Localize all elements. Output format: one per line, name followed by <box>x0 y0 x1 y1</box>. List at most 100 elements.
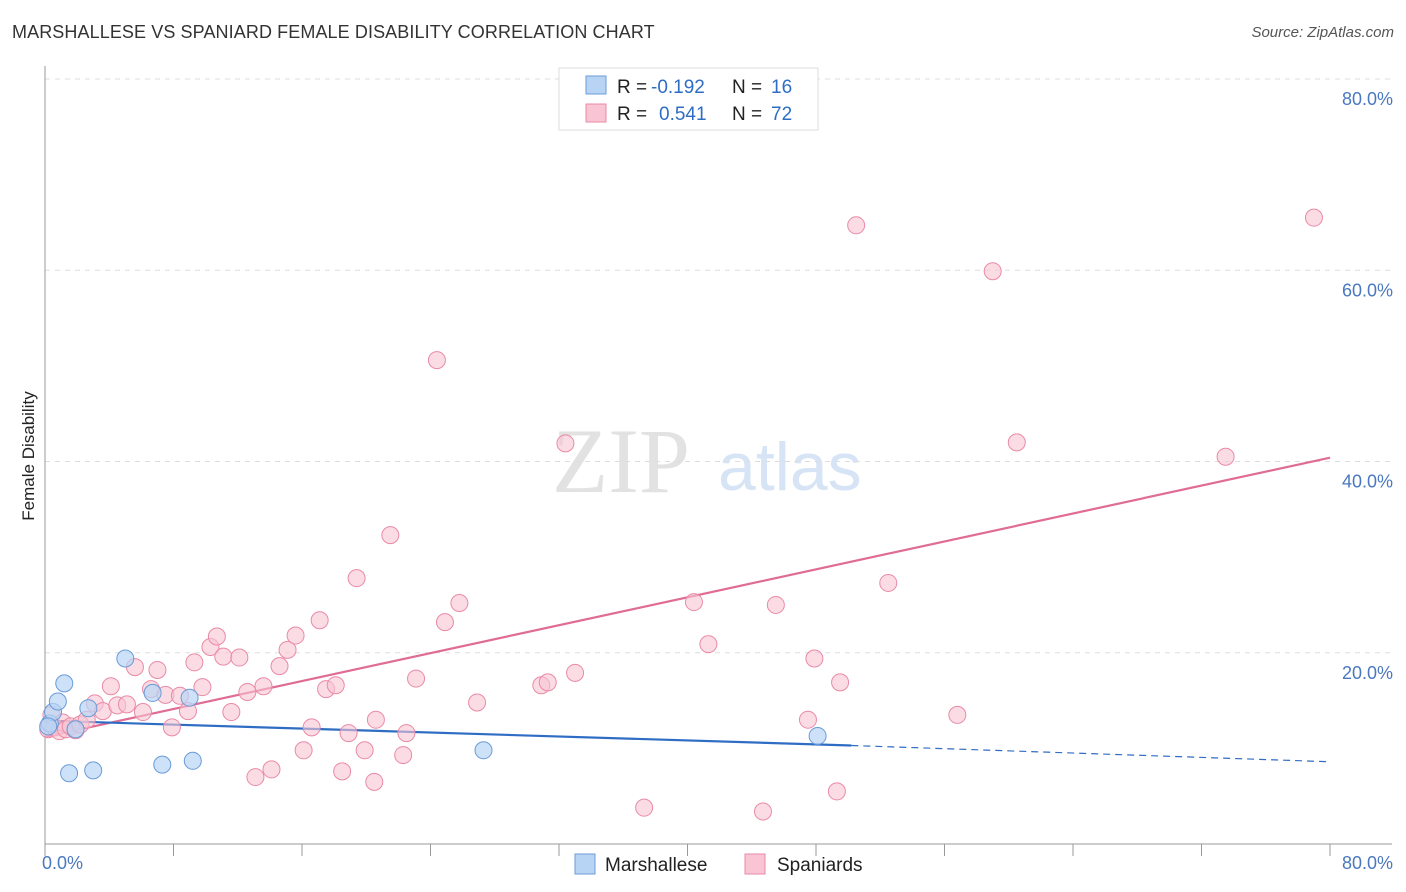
spaniards-point <box>355 741 374 760</box>
spaniards-point <box>766 595 785 614</box>
legend-r-label-marshallese: R = <box>617 77 647 98</box>
y-axis-title: Female Disability <box>19 391 38 521</box>
marshallese-point <box>79 699 98 718</box>
spaniards-point <box>278 640 297 659</box>
legend-n-value-marshallese: 16 <box>771 77 792 98</box>
spaniards-point <box>101 677 120 696</box>
spaniards-point <box>699 635 718 654</box>
spaniards-point <box>435 613 454 632</box>
spaniards-point <box>847 216 866 235</box>
spaniards-point <box>381 526 400 545</box>
spaniards-point <box>339 724 358 743</box>
spaniards-point <box>230 648 249 667</box>
marshallese-point <box>60 764 79 783</box>
marshallese-trend-line-extension <box>851 744 1331 763</box>
spaniards-point <box>450 594 469 613</box>
spaniards-point <box>148 660 167 679</box>
y-tick-label-20: 20.0% <box>1342 663 1393 683</box>
legend-n-label-marshallese: N = <box>732 77 762 98</box>
marshallese-point <box>474 741 493 760</box>
spaniards-point <box>193 678 212 697</box>
spaniards-point <box>366 710 385 729</box>
marshallese-point <box>808 726 827 745</box>
marshallese-point <box>183 751 202 770</box>
spaniards-point <box>1216 447 1235 466</box>
legend-r-value-spaniards: 0.541 <box>659 104 707 125</box>
marshallese-point <box>84 761 103 780</box>
spaniards-point <box>214 647 233 666</box>
spaniards-point <box>286 626 305 645</box>
spaniards-point <box>556 434 575 453</box>
y-tick-labels: 20.0% 40.0% 60.0% 80.0% <box>1342 89 1393 683</box>
marshallese-point <box>116 649 135 668</box>
spaniards-point <box>798 710 817 729</box>
marshallese-point <box>55 674 74 693</box>
legend-r-value-marshallese: -0.192 <box>651 77 705 98</box>
marshallese-points <box>39 649 827 783</box>
bottom-legend-label-marshallese: Marshallese <box>605 855 707 876</box>
spaniards-point <box>566 663 585 682</box>
spaniards-point <box>222 703 241 722</box>
marshallese-point <box>66 720 85 739</box>
bottom-legend-swatch-marshallese <box>574 853 596 875</box>
chart-title: MARSHALLESE VS SPANIARD FEMALE DISABILIT… <box>12 22 655 42</box>
spaniards-point <box>133 703 152 722</box>
y-tick-label-40: 40.0% <box>1342 472 1393 492</box>
spaniards-point <box>1304 208 1323 227</box>
spaniards-point <box>262 760 281 779</box>
spaniards-point <box>831 673 850 692</box>
marshallese-point <box>153 755 172 774</box>
spaniards-point <box>948 705 967 724</box>
legend-n-value-spaniards: 72 <box>771 104 792 125</box>
spaniards-point <box>407 669 426 688</box>
legend: R = -0.192 N = 16 R = 0.541 N = 72 <box>558 67 819 131</box>
spaniards-point <box>270 657 289 676</box>
watermark-atlas: atlas <box>718 429 862 505</box>
spaniards-point <box>347 569 366 588</box>
spaniards-point <box>468 693 487 712</box>
x-tick-label-end: 80.0% <box>1342 853 1393 873</box>
bottom-legend-label-spaniards: Spaniards <box>777 855 863 876</box>
spaniards-point <box>635 798 654 817</box>
spaniards-point <box>365 772 384 791</box>
gridlines <box>45 78 1392 654</box>
spaniards-point <box>185 653 204 672</box>
legend-n-label-spaniards: N = <box>732 104 762 125</box>
spaniards-point <box>310 611 329 630</box>
spaniards-point <box>427 351 446 370</box>
spaniards-point <box>162 718 181 737</box>
spaniards-point <box>1007 433 1026 452</box>
spaniards-point <box>879 573 898 592</box>
bottom-legend-swatch-spaniards <box>744 853 766 875</box>
legend-swatch-spaniards <box>585 103 607 123</box>
spaniards-point <box>805 649 824 668</box>
spaniards-point <box>827 782 846 801</box>
marshallese-point <box>180 688 199 707</box>
legend-swatch-marshallese <box>585 75 607 95</box>
spaniards-point <box>538 673 557 692</box>
y-tick-label-60: 60.0% <box>1342 280 1393 300</box>
y-tick-label-80: 80.0% <box>1342 89 1393 109</box>
spaniards-point <box>326 676 345 695</box>
spaniards-point <box>983 262 1002 281</box>
source-label: Source: ZipAtlas.com <box>1251 24 1394 41</box>
spaniards-point <box>207 627 226 646</box>
spaniards-point <box>753 802 772 821</box>
legend-r-label-spaniards: R = <box>617 104 647 125</box>
spaniards-point <box>246 768 265 787</box>
spaniards-point <box>117 695 136 714</box>
spaniards-points <box>39 208 1323 821</box>
spaniards-point <box>294 741 313 760</box>
marshallese-point <box>39 717 58 736</box>
bottom-legend: Marshallese Spaniards <box>574 853 863 876</box>
spaniards-point <box>238 682 257 701</box>
spaniards-point <box>684 593 703 612</box>
x-tick-labels: 0.0% 80.0% <box>42 853 1393 873</box>
spaniards-point <box>302 718 321 737</box>
spaniards-point <box>254 677 273 696</box>
marshallese-point <box>48 692 67 711</box>
spaniards-point <box>333 762 352 781</box>
marshallese-point <box>143 683 162 702</box>
spaniards-point <box>394 746 413 765</box>
